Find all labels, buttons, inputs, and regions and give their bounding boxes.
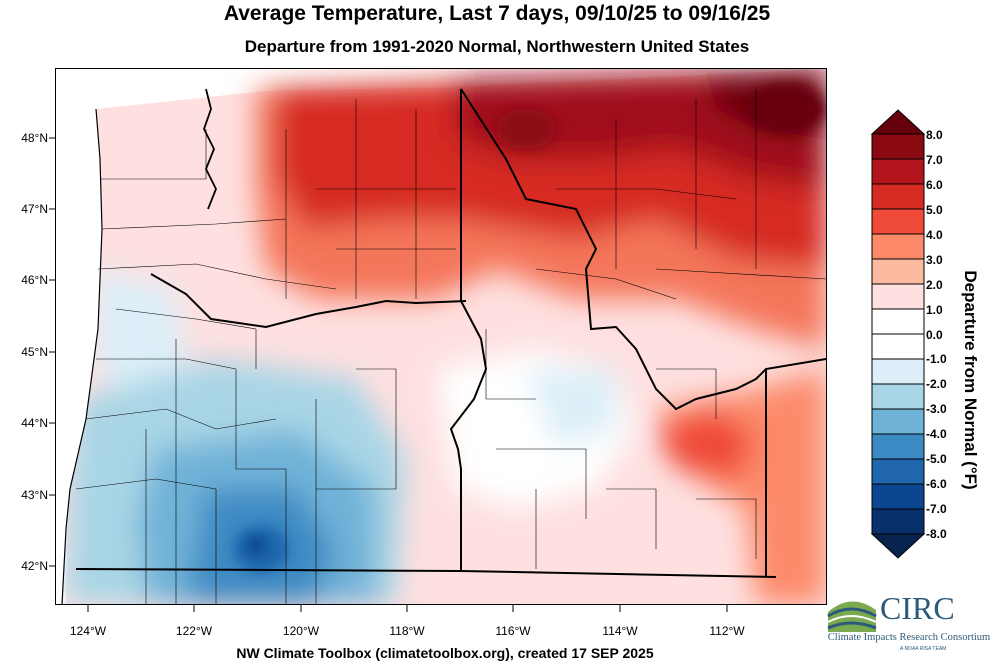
circ-logo-fullname: Climate Impacts Research Consortium — [827, 632, 991, 643]
colorbar-label-2: 2.0 — [926, 278, 943, 292]
colorbar-label-m3: -3.0 — [926, 402, 947, 416]
colorbar-label-m1: -1.0 — [926, 352, 947, 366]
pacific-ocean — [56, 69, 102, 604]
colorbar-label-7: 7.0 — [926, 153, 943, 167]
lat-label-46: 46°N — [21, 273, 48, 287]
colorbar-label-m4: -4.0 — [926, 427, 947, 441]
credit-footer: NW Climate Toolbox (climatetoolbox.org),… — [236, 645, 654, 661]
lon-label-124: 124°W — [69, 624, 107, 638]
lat-label-43: 43°N — [21, 488, 48, 502]
lat-label-42: 42°N — [21, 559, 48, 573]
lat-label-47: 47°N — [21, 202, 48, 216]
colorbar-label-m2: -2.0 — [926, 377, 947, 391]
colorbar-title: Departure from Normal (°F) — [961, 270, 980, 490]
colorbar-label-1: 1.0 — [926, 303, 943, 317]
colorbar-label-3: 3.0 — [926, 253, 943, 267]
colorbar-label-m8: -8.0 — [926, 527, 947, 541]
colorbar-swatch — [871, 408, 925, 435]
colorbar-swatch — [871, 358, 925, 385]
coastline — [61, 108, 103, 604]
colorbar-top-arrow — [870, 109, 926, 135]
circ-logo-mark — [827, 601, 877, 632]
puget-sound — [203, 88, 217, 210]
temperature-field — [66, 69, 826, 604]
circ-logo-tagline: A NOAA RISA TEAM — [900, 646, 947, 652]
lat-label-48: 48°N — [21, 131, 48, 145]
lon-label-122: 122°W — [175, 624, 213, 638]
colorbar-label-m6: -6.0 — [926, 477, 947, 491]
colorbar-swatch — [871, 508, 925, 535]
circ-logo-text: CIRC — [880, 590, 955, 626]
lon-label-114: 114°W — [602, 624, 638, 638]
colorbar-swatch — [871, 383, 925, 410]
colorbar-label-0: 0.0 — [926, 328, 943, 342]
lon-label-112: 112°W — [709, 624, 745, 638]
map-canvas — [56, 69, 826, 604]
colorbar-swatch — [871, 433, 925, 460]
map-subtitle: Departure from 1991-2020 Normal, Northwe… — [244, 37, 750, 56]
colorbar-swatch — [871, 333, 925, 360]
colorbar-swatch — [871, 233, 925, 260]
colorbar-label-m7: -7.0 — [926, 502, 947, 516]
colorbar-swatch — [871, 458, 925, 485]
lon-label-116: 116°W — [495, 624, 531, 638]
colorbar-label-8: 8.0 — [926, 128, 943, 142]
colorbar — [870, 109, 926, 559]
colorbar-swatch — [871, 283, 925, 310]
colorbar-label-6: 6.0 — [926, 178, 943, 192]
colorbar-swatch — [871, 483, 925, 510]
county-boundaries — [75, 89, 826, 604]
colorbar-label-5: 5.0 — [926, 203, 943, 217]
temperature-departure-map — [55, 68, 827, 605]
lat-label-45: 45°N — [21, 345, 48, 359]
map-title: Average Temperature, Last 7 days, 09/10/… — [223, 2, 771, 25]
colorbar-swatch — [871, 308, 925, 335]
colorbar-swatch — [871, 258, 925, 285]
lat-label-44: 44°N — [21, 416, 48, 430]
colorbar-swatch — [871, 158, 925, 185]
colorbar-swatch — [871, 183, 925, 210]
lon-label-120: 120°W — [282, 624, 320, 638]
state-boundaries — [75, 88, 826, 578]
colorbar-swatch — [871, 133, 925, 160]
colorbar-bottom-arrow — [870, 533, 926, 559]
colorbar-label-4: 4.0 — [926, 228, 943, 242]
lon-label-118: 118°W — [389, 624, 425, 638]
colorbar-swatch — [871, 208, 925, 235]
colorbar-label-m5: -5.0 — [926, 452, 947, 466]
